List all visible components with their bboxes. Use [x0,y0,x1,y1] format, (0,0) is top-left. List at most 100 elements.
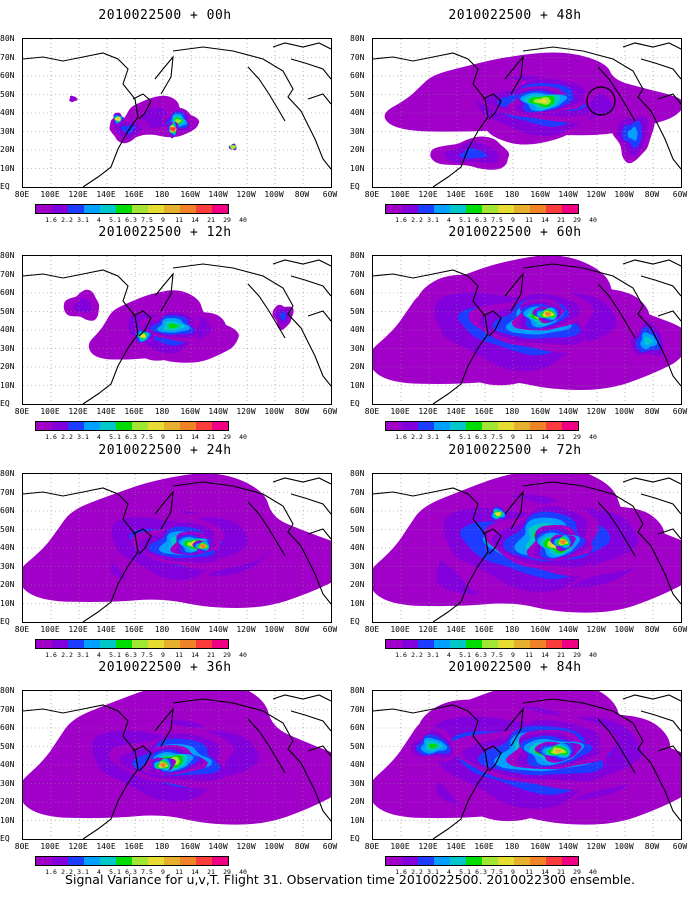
colorbar-swatch [68,857,84,865]
variance-contour [114,116,121,122]
colorbar-swatch [450,422,466,430]
contour-map [22,473,332,623]
coastline [290,275,331,297]
contour-map [22,690,332,840]
coastline [154,272,174,312]
longitude-label: 120W [236,190,256,199]
colorbar-tick-label: 4 [447,651,451,659]
colorbar-swatch [212,640,228,648]
colorbar-tick-label: 7.5 [141,433,153,441]
colorbar-tick-label: 6.3 [475,651,487,659]
longitude-label: 180 [154,842,170,851]
colorbar-swatch [52,640,68,648]
colorbar-tick-label: 5.1 [109,868,121,876]
contour-map-svg [373,39,681,187]
colorbar-swatch [418,857,434,865]
latitude-label: 70N [0,52,15,62]
latitude-label: 10N [350,598,365,608]
longitude-label: 160E [474,842,494,851]
colorbar-swatch [450,857,466,865]
latitude-label: 10N [350,163,365,173]
longitude-label: 120W [586,407,606,416]
colorbar-swatch [530,422,546,430]
longitude-label: 180 [154,625,170,634]
coastline [504,55,524,95]
colorbar-swatch [498,422,514,430]
latitude-label: 20N [0,580,15,589]
coastline [597,283,636,339]
variance-contour [627,126,638,141]
longitude-label: 60W [322,842,338,851]
colorbar-swatch [132,422,148,430]
coastline [172,46,331,170]
colorbar-tick-label: 2.2 [411,433,423,441]
colorbar-tick-label: 6.3 [125,868,137,876]
colorbar-tick-label: 3.1 [427,216,439,224]
latitude-label: 10N [0,815,15,825]
longitude-label: 160W [530,842,550,851]
colorbar-tick-label: 11 [525,216,533,224]
colorbar-tick-label: 5.1 [459,651,471,659]
latitude-label: 60N [350,288,365,297]
latitude-label: 80N [0,469,15,478]
latitude-label: 30N [0,778,15,788]
longitude-label: 60W [322,190,338,199]
colorbar-swatch [498,205,514,213]
forecast-panel: 2010022500 + 84h 80N 70N 60N 50N 40N 30N 20N 10N… [350,660,687,876]
coastline [373,269,489,404]
colorbar-swatch [434,422,450,430]
latitude-label: 80N [350,251,365,260]
contour-map-svg [373,474,681,622]
colorbar-swatch [164,857,180,865]
variance-contour [70,97,77,102]
colorbar-tick-label: 4 [447,433,451,441]
colorbar-swatch [402,857,418,865]
latitude-label: 60N [0,71,15,80]
colorbar-swatch [36,205,52,213]
longitude-label: 80E [364,190,380,199]
latitude-label: 10N [0,163,15,173]
latitude-label: 80N [350,34,365,43]
latitude-label: 60N [350,71,365,80]
variance-contour [494,512,502,517]
forecast-panel: 2010022500 + 00h 80N 70N 60N 50N 40N 30N 20N 10N… [0,8,337,224]
latitude-label: 40N [0,760,15,769]
coastline [657,310,681,322]
latitude-label: 70N [350,52,365,62]
longitude-label: 160E [124,407,144,416]
longitude-label: 140E [96,407,116,416]
colorbar-tick-label: 9 [511,868,515,876]
longitude-label: 160W [530,190,550,199]
colorbar-tick-label: 2.2 [411,651,423,659]
latitude-label: EQ [0,834,10,843]
colorbar-tick-label: 14 [541,651,549,659]
longitude-label: 140W [558,625,578,634]
colorbar-swatch [36,640,52,648]
colorbar-swatch [434,857,450,865]
coastline [307,528,331,540]
longitude-label: 140W [208,842,228,851]
colorbar-tick-label: 11 [525,433,533,441]
longitude-label: 140W [558,190,578,199]
coastline [247,283,286,339]
variance-contour [644,336,653,346]
latitude-label: 20N [0,145,15,154]
coastline [154,707,174,747]
longitude-label: 100W [264,407,284,416]
colorbar-swatch [164,640,180,648]
colorbar-tick-label: 1.6 [45,868,57,876]
colorbar-swatch [196,205,212,213]
coastline [640,493,681,515]
latitude-label: 70N [350,269,365,279]
coastline [307,93,331,105]
coastline [522,46,681,170]
longitude-label: 80W [294,190,310,199]
colorbar-swatch [148,205,164,213]
colorbar-swatch [52,857,68,865]
latitude-label: 60N [350,723,365,732]
coastline [622,259,681,267]
colorbar-swatch [196,857,212,865]
latitude-label: 40N [350,760,365,769]
longitude-label: 120E [68,407,88,416]
longitude-label: 160W [180,190,200,199]
